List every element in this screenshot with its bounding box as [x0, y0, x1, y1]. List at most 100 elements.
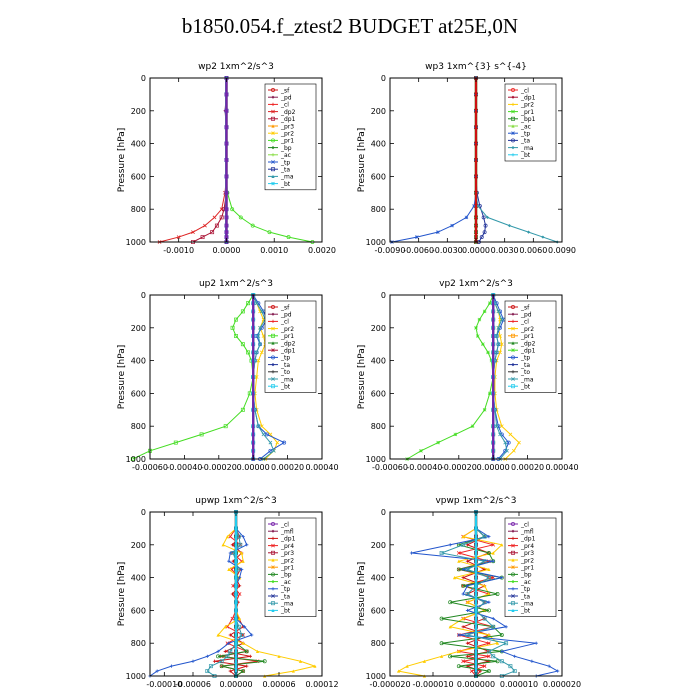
legend-marker: [271, 305, 275, 309]
x-tick-label: 0.0030: [491, 246, 519, 255]
legend-marker: [271, 529, 275, 533]
x-tick-label: 0.000010: [500, 680, 538, 689]
data-point: [465, 543, 469, 547]
data-point: [507, 224, 512, 228]
data-point: [494, 424, 499, 429]
y-tick-label: 800: [131, 205, 146, 214]
legend-marker: [271, 131, 275, 136]
data-point: [504, 641, 509, 646]
data-point: [237, 584, 242, 588]
legend-marker: [511, 102, 515, 106]
data-point: [464, 215, 469, 220]
data-point: [251, 391, 255, 395]
chart-title: upwp 1xm^2/s^3: [195, 496, 276, 506]
data-point: [476, 204, 480, 208]
legend-marker: [271, 167, 275, 172]
legend-marker: [511, 95, 515, 99]
legend: [264, 300, 317, 393]
x-tick-label: 0.00020: [271, 463, 304, 472]
data-point: [470, 424, 475, 429]
y-tick-label: 400: [371, 574, 386, 583]
data-point: [474, 592, 478, 596]
data-point: [499, 317, 504, 322]
data-point: [419, 448, 423, 453]
legend-marker: [511, 384, 515, 389]
legend-label: _pr4: [520, 543, 534, 550]
data-point: [486, 649, 491, 654]
data-point: [474, 215, 478, 220]
data-point: [251, 301, 255, 305]
data-point: [230, 592, 235, 596]
data-point: [225, 654, 230, 659]
legend-marker: [271, 124, 275, 128]
data-point: [495, 659, 500, 664]
legend-label: _dp1: [520, 536, 536, 543]
data-point: [457, 649, 461, 653]
legend-marker: [271, 587, 275, 591]
data-point: [212, 659, 217, 663]
data-point: [448, 625, 452, 629]
x-tick-label: 0.000000: [457, 680, 495, 689]
data-point: [517, 440, 521, 445]
data-point: [474, 669, 478, 673]
data-point: [482, 230, 487, 235]
data-point: [495, 592, 500, 596]
data-point: [224, 190, 229, 195]
legend-label: _ma: [280, 174, 294, 181]
legend-label: _pr1: [520, 333, 534, 340]
legend-marker: [271, 601, 275, 606]
legend-label: _bp: [280, 572, 292, 579]
data-point: [486, 608, 491, 613]
page-title: b1850.054.f_ztest2 BUDGET at25E,0N: [181, 14, 519, 38]
data-point: [508, 664, 513, 669]
legend-marker: [271, 363, 275, 367]
legend-marker: [271, 565, 275, 570]
data-point: [461, 617, 465, 621]
data-point: [494, 334, 499, 338]
data-point: [216, 654, 221, 659]
data-point: [234, 576, 238, 580]
data-point: [251, 441, 255, 445]
legend-marker: [511, 341, 515, 345]
data-point: [461, 576, 465, 580]
data-point: [474, 174, 478, 179]
data-point: [452, 576, 457, 580]
data-point: [286, 235, 291, 240]
legend-marker: [511, 116, 515, 121]
legend-marker: [271, 153, 275, 157]
legend-label: _pr3: [520, 550, 534, 557]
data-point: [456, 664, 461, 669]
legend-label: _mfl: [520, 529, 534, 536]
data-point: [474, 141, 478, 146]
legend-label: _dp1: [520, 348, 536, 355]
data-point: [208, 664, 213, 669]
legend-label: _ma: [520, 601, 534, 608]
data-point: [474, 649, 478, 653]
data-point: [234, 334, 238, 338]
legend-marker: [511, 333, 515, 338]
data-point: [227, 567, 231, 571]
data-point: [205, 654, 209, 658]
data-point: [457, 559, 461, 563]
y-tick-label: 800: [371, 205, 386, 214]
legend-label: _tp: [280, 159, 290, 166]
data-point: [251, 432, 255, 436]
legend-marker: [511, 355, 515, 360]
data-point: [504, 625, 508, 629]
legend-label: _bp: [520, 572, 532, 579]
legend-label: _bp: [280, 145, 292, 152]
data-point: [486, 350, 490, 355]
plot-frame: [389, 294, 563, 460]
data-point: [486, 551, 491, 555]
legend-marker: [511, 138, 515, 143]
data-point: [271, 448, 276, 453]
data-point: [298, 659, 303, 663]
legend-marker: [271, 326, 275, 331]
data-point: [234, 592, 238, 596]
data-point: [234, 584, 238, 588]
data-point: [491, 342, 495, 346]
data-point: [474, 325, 478, 330]
data-point: [422, 659, 426, 663]
data-point: [547, 664, 551, 668]
legend-label: _bt: [280, 181, 291, 188]
